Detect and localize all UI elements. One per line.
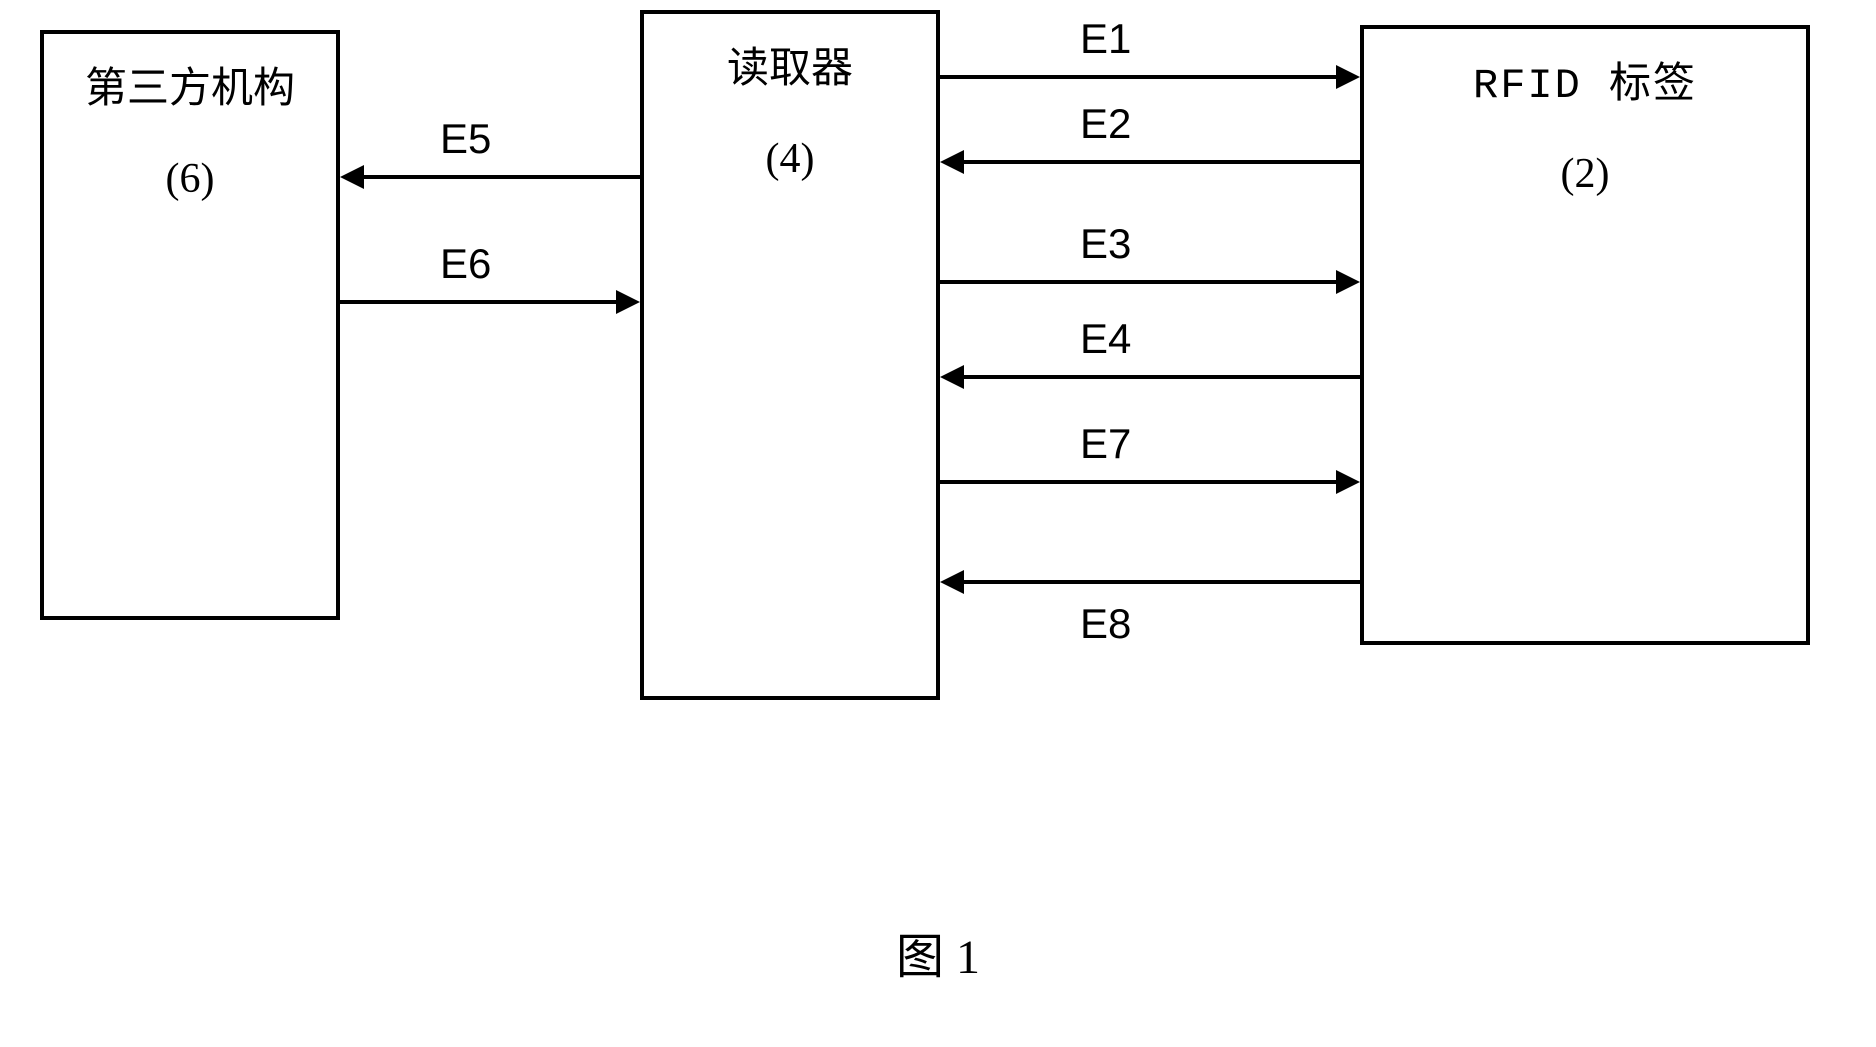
e3-arrow xyxy=(940,280,1336,284)
reader-subtitle: (4) xyxy=(644,135,936,183)
e1-arrow xyxy=(940,75,1336,79)
rfid-tag-subtitle: (2) xyxy=(1364,150,1806,198)
e2-arrow xyxy=(964,160,1360,164)
rfid-tag-box: RFID 标签 (2) xyxy=(1360,25,1810,645)
reader-title: 读取器 xyxy=(644,34,936,95)
e6-arrowhead xyxy=(616,290,640,314)
e2-label: E2 xyxy=(1080,100,1131,148)
diagram-container: 第三方机构 (6) 读取器 (4) RFID 标签 (2) E1 E2 E3 E… xyxy=(0,0,1876,1047)
e2-arrowhead xyxy=(940,150,964,174)
e4-label: E4 xyxy=(1080,315,1131,363)
e8-arrowhead xyxy=(940,570,964,594)
third-party-title: 第三方机构 xyxy=(44,54,336,115)
e1-label: E1 xyxy=(1080,15,1131,63)
e7-label: E7 xyxy=(1080,420,1131,468)
e7-arrow xyxy=(940,480,1336,484)
e6-label: E6 xyxy=(440,240,491,288)
e8-label: E8 xyxy=(1080,600,1131,648)
third-party-subtitle: (6) xyxy=(44,155,336,203)
e7-arrowhead xyxy=(1336,470,1360,494)
e3-label: E3 xyxy=(1080,220,1131,268)
rfid-tag-title: RFID 标签 xyxy=(1364,49,1806,110)
figure-label: 图 1 xyxy=(896,917,980,987)
e5-arrowhead xyxy=(340,165,364,189)
third-party-box: 第三方机构 (6) xyxy=(40,30,340,620)
e6-arrow xyxy=(340,300,616,304)
e8-arrow xyxy=(964,580,1360,584)
e5-label: E5 xyxy=(440,115,491,163)
e4-arrowhead xyxy=(940,365,964,389)
e5-arrow xyxy=(364,175,640,179)
e4-arrow xyxy=(964,375,1360,379)
e1-arrowhead xyxy=(1336,65,1360,89)
e3-arrowhead xyxy=(1336,270,1360,294)
reader-box: 读取器 (4) xyxy=(640,10,940,700)
